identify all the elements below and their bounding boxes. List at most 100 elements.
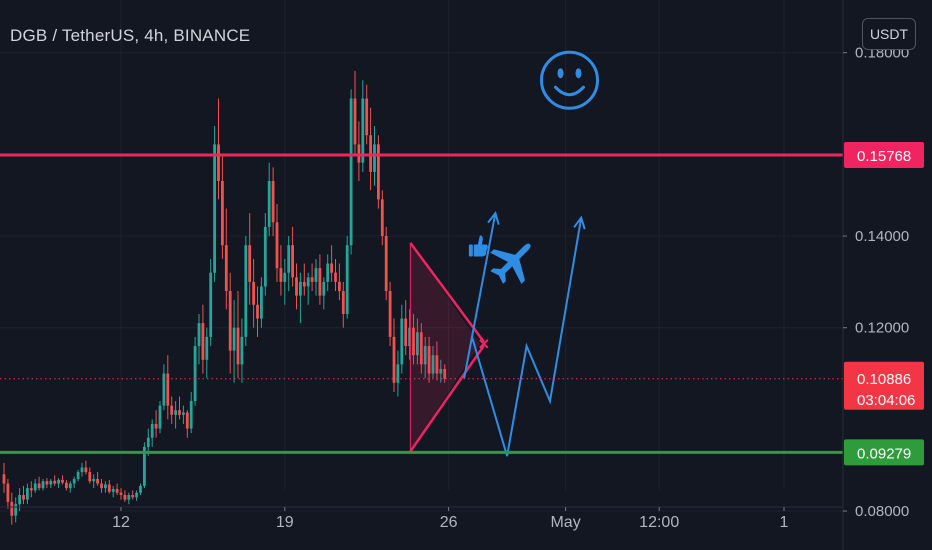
candle <box>6 478 10 509</box>
airplane-shape <box>490 243 531 284</box>
candle-body <box>443 368 447 379</box>
triangle-fill <box>410 242 480 452</box>
candle <box>26 483 29 505</box>
candle <box>53 475 57 486</box>
candle-body <box>201 323 205 360</box>
candle <box>326 254 330 292</box>
candle <box>37 476 41 491</box>
currency-button[interactable]: USDT <box>862 18 916 50</box>
candle <box>18 488 21 512</box>
cross-mark <box>479 339 489 349</box>
candle-body <box>107 484 111 492</box>
candle <box>380 190 384 246</box>
candle <box>217 98 220 200</box>
candle-body <box>334 272 337 282</box>
candle <box>283 258 287 305</box>
candle <box>392 318 396 392</box>
candle-body <box>330 263 333 273</box>
candle <box>314 258 318 296</box>
candle <box>213 126 216 282</box>
candle <box>252 258 255 328</box>
candle-body <box>189 401 193 429</box>
candle-body <box>178 410 181 415</box>
candle <box>443 364 447 383</box>
candle <box>291 226 294 287</box>
candle-body <box>26 488 29 500</box>
candle <box>61 475 64 485</box>
y-tick-label: 0.08000 <box>855 503 909 520</box>
resistance-badge-bg <box>844 142 924 169</box>
candle <box>143 442 146 489</box>
y-tick-label: 0.12000 <box>855 320 909 337</box>
candle-body <box>111 489 115 492</box>
candle <box>306 272 310 305</box>
x-tick-label: 12 <box>112 514 130 531</box>
candle-body <box>182 412 185 415</box>
chart-title: DGB / TetherUS, 4h, BINANCE <box>10 26 251 45</box>
candle <box>388 281 392 347</box>
candle-body <box>404 318 408 347</box>
candle-body <box>57 479 60 484</box>
price-axis[interactable]: 0.180000.140000.120000.080000.157680.092… <box>842 0 924 550</box>
candle <box>302 263 306 296</box>
triangle-upper-line <box>409 242 485 343</box>
candle-body <box>271 181 275 223</box>
candle-body <box>154 423 158 429</box>
candle-body <box>361 98 365 163</box>
candle <box>287 236 291 292</box>
candle <box>131 490 135 500</box>
candle <box>416 318 419 365</box>
candle-body <box>384 236 388 292</box>
candle <box>201 304 205 374</box>
candle <box>334 258 337 292</box>
projection-arrow-up <box>463 212 497 379</box>
candle-body <box>373 144 376 172</box>
candle-body <box>240 336 244 365</box>
candle-body <box>287 245 291 273</box>
candle-body <box>217 144 220 182</box>
last-price-badge: 0.10886 03:04:06 <box>844 361 924 410</box>
candle-body <box>10 501 14 516</box>
candle-body <box>49 480 53 485</box>
thumb-cuff <box>468 244 473 257</box>
candle <box>279 245 283 296</box>
candle-body <box>310 277 314 282</box>
projection-path-zigzag <box>471 217 583 457</box>
support-badge-bg <box>844 439 924 466</box>
candle-body <box>260 286 263 319</box>
candle-body <box>174 410 177 415</box>
last-price-badge-bg <box>844 361 924 410</box>
drawing-annotations <box>409 50 599 457</box>
candle <box>29 481 33 498</box>
time-axis[interactable]: 12 19 26 May 12:00 1 <box>0 506 843 531</box>
candle <box>310 263 314 292</box>
candle-body <box>72 478 76 484</box>
candle-body <box>396 364 400 383</box>
candle-body <box>419 332 423 365</box>
candle-body <box>228 291 232 351</box>
candle-body <box>139 485 142 493</box>
candle-body <box>349 98 353 246</box>
candle <box>439 359 443 383</box>
candle <box>205 327 209 379</box>
candle <box>139 483 142 495</box>
candle <box>104 481 107 493</box>
candle-body <box>92 478 96 482</box>
candle-body <box>96 478 99 484</box>
resistance-badge: 0.15768 <box>844 142 924 169</box>
candle-body <box>353 98 357 145</box>
candle-body <box>252 281 255 305</box>
candle-body <box>22 495 25 500</box>
candle-body <box>193 346 197 402</box>
candle-body <box>213 144 216 273</box>
candle-body <box>84 467 88 473</box>
last-price-text: 0.10886 <box>857 371 911 388</box>
support-badge: 0.09279 <box>844 439 924 466</box>
candle-body <box>236 327 240 365</box>
x-tick-label: 26 <box>440 514 458 531</box>
candle <box>427 336 431 383</box>
candle-body <box>88 472 92 482</box>
candle-body <box>53 480 57 484</box>
candle-body <box>318 268 322 296</box>
